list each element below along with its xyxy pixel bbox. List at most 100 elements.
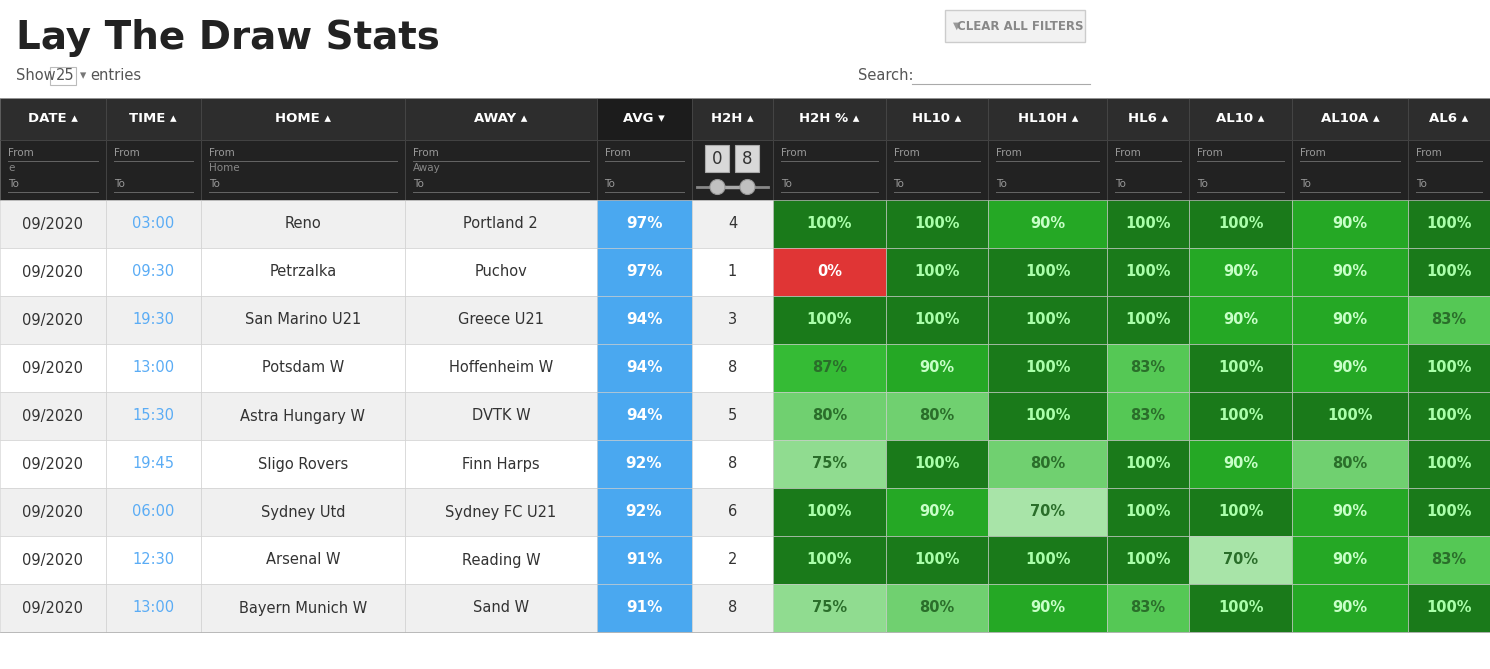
Bar xyxy=(596,140,691,200)
Bar xyxy=(1189,488,1292,536)
Text: 100%: 100% xyxy=(1025,361,1071,375)
Bar xyxy=(1292,248,1408,296)
Bar xyxy=(1408,98,1490,140)
Circle shape xyxy=(741,179,755,195)
Bar xyxy=(773,440,885,488)
Text: Hoffenheim W: Hoffenheim W xyxy=(448,361,553,375)
Text: 09/2020: 09/2020 xyxy=(22,312,83,328)
Text: 2: 2 xyxy=(727,553,738,567)
Text: 90%: 90% xyxy=(1030,217,1065,231)
Text: 100%: 100% xyxy=(806,504,852,520)
Text: 3: 3 xyxy=(729,312,738,328)
Text: From: From xyxy=(113,148,140,158)
Bar xyxy=(106,296,201,344)
Text: 83%: 83% xyxy=(1131,601,1165,615)
Bar xyxy=(773,140,885,200)
Bar xyxy=(1408,392,1490,440)
Bar xyxy=(1292,140,1408,200)
Text: 100%: 100% xyxy=(1426,409,1472,423)
Text: 100%: 100% xyxy=(1025,312,1071,328)
Bar xyxy=(1107,440,1189,488)
Bar xyxy=(106,248,201,296)
Text: 8: 8 xyxy=(727,601,738,615)
Bar xyxy=(988,392,1107,440)
Text: 8: 8 xyxy=(727,361,738,375)
Text: Bayern Munich W: Bayern Munich W xyxy=(238,601,367,615)
Bar xyxy=(106,392,201,440)
Text: 97%: 97% xyxy=(626,264,662,280)
Text: 100%: 100% xyxy=(1217,361,1264,375)
Text: AL6 ▴: AL6 ▴ xyxy=(1429,112,1469,126)
Text: 97%: 97% xyxy=(626,217,662,231)
Bar xyxy=(201,98,405,140)
Text: 90%: 90% xyxy=(1223,312,1258,328)
Text: From: From xyxy=(1116,148,1141,158)
Bar xyxy=(596,98,691,140)
Bar xyxy=(1292,536,1408,584)
Bar xyxy=(885,200,988,248)
Bar xyxy=(106,344,201,392)
Text: ▼: ▼ xyxy=(954,21,961,31)
Bar xyxy=(691,200,773,248)
Text: 90%: 90% xyxy=(1332,601,1368,615)
Bar xyxy=(596,392,691,440)
Text: 100%: 100% xyxy=(915,217,960,231)
Text: From: From xyxy=(894,148,919,158)
Bar xyxy=(988,140,1107,200)
Text: 25: 25 xyxy=(57,68,74,84)
Text: 100%: 100% xyxy=(915,312,960,328)
Bar xyxy=(1292,296,1408,344)
Bar xyxy=(691,98,773,140)
Text: 100%: 100% xyxy=(1125,264,1171,280)
Text: 13:00: 13:00 xyxy=(133,601,174,615)
Bar xyxy=(1107,488,1189,536)
Text: 87%: 87% xyxy=(812,361,846,375)
Text: To: To xyxy=(997,179,1007,189)
Bar xyxy=(1292,200,1408,248)
Text: 100%: 100% xyxy=(1025,264,1071,280)
Bar xyxy=(988,200,1107,248)
Bar xyxy=(1408,200,1490,248)
Bar xyxy=(1189,98,1292,140)
Bar xyxy=(1408,584,1490,632)
Text: 1: 1 xyxy=(727,264,738,280)
Bar xyxy=(0,296,106,344)
Bar xyxy=(1107,200,1189,248)
Text: 100%: 100% xyxy=(1426,601,1472,615)
Text: 09/2020: 09/2020 xyxy=(22,361,83,375)
Bar xyxy=(106,488,201,536)
Text: 09/2020: 09/2020 xyxy=(22,601,83,615)
Bar xyxy=(773,392,885,440)
Text: 100%: 100% xyxy=(915,264,960,280)
Text: 100%: 100% xyxy=(1217,504,1264,520)
Text: 90%: 90% xyxy=(919,361,955,375)
Bar xyxy=(405,392,596,440)
Bar xyxy=(691,392,773,440)
Text: From: From xyxy=(1196,148,1223,158)
Bar xyxy=(691,140,773,200)
Bar xyxy=(773,344,885,392)
Bar xyxy=(1107,536,1189,584)
Bar xyxy=(0,344,106,392)
Bar xyxy=(106,584,201,632)
Text: 80%: 80% xyxy=(812,409,848,423)
Text: 100%: 100% xyxy=(1125,456,1171,472)
Bar xyxy=(1292,440,1408,488)
Text: 100%: 100% xyxy=(806,217,852,231)
Text: 100%: 100% xyxy=(1125,504,1171,520)
Bar xyxy=(106,200,201,248)
Text: 09/2020: 09/2020 xyxy=(22,504,83,520)
Bar xyxy=(0,140,106,200)
Text: 80%: 80% xyxy=(1332,456,1368,472)
Bar xyxy=(773,584,885,632)
Text: 91%: 91% xyxy=(626,601,662,615)
Text: 80%: 80% xyxy=(919,601,955,615)
Text: From: From xyxy=(781,148,808,158)
Text: H2H ▴: H2H ▴ xyxy=(711,112,754,126)
Text: Finn Harps: Finn Harps xyxy=(462,456,539,472)
Bar xyxy=(988,248,1107,296)
Text: 92%: 92% xyxy=(626,504,663,520)
Text: 100%: 100% xyxy=(1217,409,1264,423)
Text: AL10 ▴: AL10 ▴ xyxy=(1216,112,1265,126)
Bar xyxy=(0,488,106,536)
